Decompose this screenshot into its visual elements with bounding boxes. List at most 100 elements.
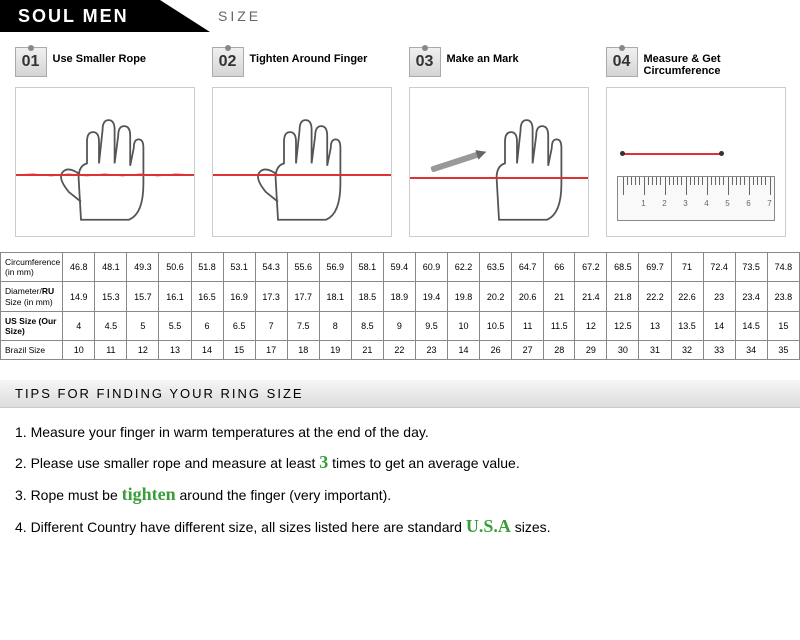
table-cell: 5.5 — [159, 311, 191, 340]
row-label: US Size (Our Size) — [1, 311, 63, 340]
table-cell: 21.4 — [575, 282, 607, 311]
step-num-badge: 03 — [409, 47, 441, 77]
table-cell: 21 — [351, 341, 383, 360]
table-cell: 18.9 — [383, 282, 415, 311]
table-cell: 49.3 — [127, 253, 159, 282]
rope-line — [410, 177, 588, 179]
hand-icon — [45, 106, 165, 231]
table-cell: 54.3 — [255, 253, 287, 282]
table-cell: 20.2 — [480, 282, 512, 311]
tips-header: TIPS FOR FINDING YOUR RING SIZE — [0, 380, 800, 408]
table-cell: 17.7 — [287, 282, 319, 311]
table-cell: 48.1 — [95, 253, 127, 282]
table-cell: 6.5 — [223, 311, 255, 340]
table-cell: 64.7 — [512, 253, 544, 282]
table-cell: 4.5 — [95, 311, 127, 340]
table-cell: 53.1 — [223, 253, 255, 282]
table-cell: 18.5 — [351, 282, 383, 311]
table-cell: 14 — [191, 341, 223, 360]
step-4-illustration: 1234567 — [606, 87, 786, 237]
brand-text: SOUL MEN — [0, 6, 129, 27]
table-cell: 20.6 — [512, 282, 544, 311]
table-cell: 59.4 — [383, 253, 415, 282]
size-conversion-table: Circumference (in mm)46.848.149.350.651.… — [0, 252, 800, 360]
ruler-icon: 1234567 — [617, 176, 775, 221]
table-cell: 29 — [575, 341, 607, 360]
table-cell: 23 — [703, 282, 735, 311]
table-cell: 22.6 — [671, 282, 703, 311]
table-cell: 13 — [639, 311, 671, 340]
table-cell: 18 — [287, 341, 319, 360]
step-1-illustration — [15, 87, 195, 237]
table-cell: 46.8 — [63, 253, 95, 282]
table-cell: 11.5 — [544, 311, 575, 340]
steps-row: 01 Use Smaller Rope 02 Tighten Around Fi… — [0, 32, 800, 242]
table-cell: 23.8 — [767, 282, 799, 311]
table-cell: 26 — [480, 341, 512, 360]
table-cell: 71 — [671, 253, 703, 282]
table-cell: 13 — [159, 341, 191, 360]
table-cell: 73.5 — [735, 253, 767, 282]
table-cell: 11 — [95, 341, 127, 360]
table-cell: 8.5 — [351, 311, 383, 340]
tip-line: 1. Measure your finger in warm temperatu… — [15, 420, 785, 445]
table-cell: 14 — [703, 311, 735, 340]
table-row: Brazil Size10111213141517181921222314262… — [1, 341, 800, 360]
row-label: Brazil Size — [1, 341, 63, 360]
table-cell: 18.1 — [319, 282, 351, 311]
table-cell: 35 — [767, 341, 799, 360]
step-2: 02 Tighten Around Finger — [212, 47, 392, 237]
tip-line: 3. Rope must be tighten around the finge… — [15, 478, 785, 510]
header-bar: SOUL MEN SIZE — [0, 0, 800, 32]
step-title: Make an Mark — [447, 47, 519, 65]
table-cell: 6 — [191, 311, 223, 340]
table-cell: 19.4 — [415, 282, 447, 311]
table-cell: 13.5 — [671, 311, 703, 340]
step-num-badge: 04 — [606, 47, 638, 77]
table-cell: 15 — [223, 341, 255, 360]
table-row: Circumference (in mm)46.848.149.350.651.… — [1, 253, 800, 282]
rope-line — [16, 174, 194, 176]
tip-highlight: tighten — [122, 484, 176, 504]
table-cell: 55.6 — [287, 253, 319, 282]
section-label: SIZE — [218, 8, 261, 24]
table-cell: 16.5 — [191, 282, 223, 311]
table-cell: 69.7 — [639, 253, 671, 282]
step-title: Use Smaller Rope — [53, 47, 147, 65]
step-1: 01 Use Smaller Rope — [15, 47, 195, 237]
table-cell: 21.8 — [607, 282, 639, 311]
table-cell: 23.4 — [735, 282, 767, 311]
table-cell: 11 — [512, 311, 544, 340]
table-cell: 8 — [319, 311, 351, 340]
table-cell: 12 — [127, 341, 159, 360]
table-cell: 14.9 — [63, 282, 95, 311]
tip-line: 4. Different Country have different size… — [15, 510, 785, 542]
table-cell: 19 — [319, 341, 351, 360]
table-cell: 12.5 — [607, 311, 639, 340]
rope-line — [213, 174, 391, 176]
tip-highlight: 3 — [319, 452, 328, 472]
step-title: Measure & Get Circumference — [644, 47, 764, 77]
row-label: Circumference (in mm) — [1, 253, 63, 282]
table-cell: 51.8 — [191, 253, 223, 282]
hand-icon — [242, 106, 362, 231]
table-cell: 17 — [255, 341, 287, 360]
table-cell: 5 — [127, 311, 159, 340]
table-cell: 68.5 — [607, 253, 639, 282]
table-cell: 7 — [255, 311, 287, 340]
table-row: Diameter/RU Size (in mm)14.915.315.716.1… — [1, 282, 800, 311]
table-cell: 33 — [703, 341, 735, 360]
table-cell: 27 — [512, 341, 544, 360]
table-cell: 50.6 — [159, 253, 191, 282]
table-cell: 15.3 — [95, 282, 127, 311]
step-4: 04 Measure & Get Circumference 1234567 — [606, 47, 786, 237]
table-cell: 63.5 — [480, 253, 512, 282]
table-cell: 10.5 — [480, 311, 512, 340]
table-cell: 72.4 — [703, 253, 735, 282]
table-cell: 22.2 — [639, 282, 671, 311]
table-cell: 14.5 — [735, 311, 767, 340]
table-cell: 74.8 — [767, 253, 799, 282]
table-cell: 60.9 — [415, 253, 447, 282]
table-row: US Size (Our Size)44.555.566.577.588.599… — [1, 311, 800, 340]
table-cell: 16.1 — [159, 282, 191, 311]
